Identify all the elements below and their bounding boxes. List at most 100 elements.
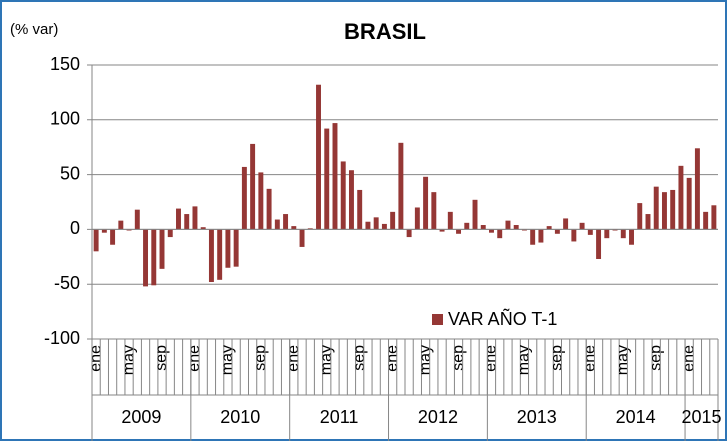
x-tick-label: sep: [153, 345, 170, 371]
y-tick-label: 0: [70, 218, 80, 238]
bar: [167, 229, 173, 238]
bar: [258, 172, 264, 230]
y-tick-label: 150: [50, 54, 80, 74]
x-tick-label: may: [417, 345, 434, 375]
bar: [365, 221, 371, 230]
bar: [596, 229, 602, 259]
bar: [604, 229, 610, 239]
bar: [225, 229, 231, 268]
bar: [587, 229, 593, 235]
x-tick-label: ene: [186, 345, 203, 372]
bar: [324, 128, 330, 230]
bar: [283, 214, 289, 230]
bar: [497, 229, 503, 239]
bar: [381, 223, 387, 230]
bar: [653, 186, 659, 230]
bar: [637, 203, 643, 230]
bar: [571, 229, 577, 242]
bar: [208, 229, 214, 283]
bar: [612, 229, 618, 231]
bar: [513, 225, 519, 230]
bar: [357, 189, 363, 230]
bar: [694, 148, 700, 230]
bar: [661, 192, 667, 230]
x-tick-label: sep: [549, 345, 566, 371]
y-tick-label: 100: [50, 109, 80, 129]
x-group-label: 2012: [418, 407, 458, 427]
bar: [703, 211, 709, 230]
bar: [126, 229, 132, 231]
bar: [250, 143, 256, 230]
bar: [489, 229, 494, 233]
bar: [143, 229, 149, 287]
x-group-label: 2009: [121, 407, 161, 427]
bar: [316, 84, 321, 230]
legend-swatch: [432, 314, 443, 325]
x-tick-label: ene: [680, 345, 697, 372]
x-tick-label: sep: [252, 345, 269, 371]
bar: [620, 229, 626, 239]
bar: [645, 214, 651, 230]
bar: [332, 123, 338, 230]
bar: [678, 165, 684, 230]
bar: [546, 226, 552, 230]
bar: [464, 222, 470, 230]
bar: [414, 207, 420, 230]
bar: [340, 161, 346, 230]
bar: [176, 208, 181, 230]
bar: [110, 229, 116, 245]
bar: [159, 229, 165, 269]
bar: [505, 220, 511, 230]
y-tick-label: 50: [60, 163, 80, 183]
x-tick-label: sep: [450, 345, 467, 371]
y-tick-label: -100: [44, 328, 80, 348]
x-tick-label: ene: [384, 345, 401, 372]
x-tick-label: ene: [483, 345, 500, 372]
y-axis-label: (% var): [10, 21, 58, 38]
x-tick-label: sep: [351, 345, 368, 371]
x-tick-label: may: [614, 345, 631, 375]
chart-title: BRASIL: [344, 19, 426, 44]
bar: [118, 220, 124, 230]
bar: [538, 229, 544, 243]
bar: [241, 166, 247, 230]
x-tick-label: may: [318, 345, 335, 375]
bar: [390, 211, 396, 230]
bar: [406, 229, 412, 238]
bar: [521, 229, 527, 231]
bar: [307, 228, 313, 230]
bar: [686, 177, 692, 230]
bar: [670, 189, 676, 230]
bar: [563, 218, 569, 230]
bar: [101, 229, 107, 233]
bar: [291, 226, 297, 230]
x-tick-label: may: [120, 345, 137, 375]
bar: [134, 209, 140, 230]
bar: [480, 225, 486, 230]
x-group-label: 2013: [517, 407, 557, 427]
bar: [447, 211, 453, 230]
bar: [266, 188, 272, 230]
bar: [579, 222, 585, 230]
y-tick-label: -50: [54, 273, 80, 293]
x-tick-label: may: [219, 345, 236, 375]
x-group-label: 2010: [220, 407, 260, 427]
bar: [192, 206, 198, 230]
x-group-label: 2014: [616, 407, 656, 427]
bar: [423, 176, 429, 230]
bar: [431, 192, 437, 230]
bar: [373, 217, 379, 230]
bar: [456, 229, 462, 234]
bar: [217, 229, 223, 280]
bar: [629, 229, 634, 245]
bar: [554, 229, 560, 234]
x-group-label: 2011: [320, 407, 359, 427]
bar: [530, 229, 536, 245]
x-group-label: 2015: [682, 407, 722, 427]
x-tick-label: ene: [87, 345, 104, 372]
bar: [711, 205, 717, 230]
bar: [472, 199, 478, 230]
bar: [93, 229, 99, 252]
bar: [439, 229, 445, 232]
